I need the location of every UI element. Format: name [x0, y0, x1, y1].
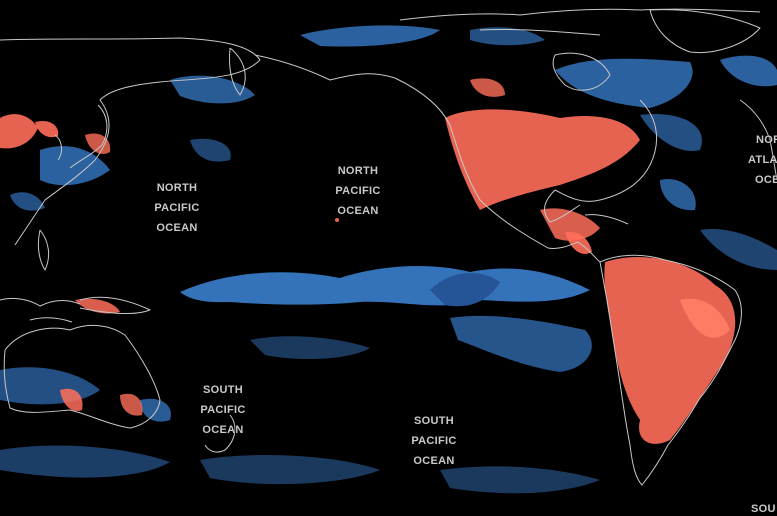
label-line: ATLA	[748, 154, 777, 166]
label-line: SOU	[751, 503, 776, 515]
south-atlantic-label-cut: SOU	[751, 502, 777, 516]
label-line: PACIFIC	[154, 202, 200, 214]
label-line: SOUTH	[414, 415, 454, 427]
north-pacific-label-east: NORTH PACIFIC OCEAN	[332, 161, 384, 221]
north-pacific-label-west: NORTH PACIFIC OCEAN	[151, 178, 203, 238]
label-line: OCEAN	[156, 222, 198, 234]
label-line: NORTH	[156, 182, 198, 194]
label-line: OCEAN	[413, 455, 455, 467]
label-line: PACIFIC	[200, 404, 246, 416]
cool-anomaly-regions	[0, 25, 777, 494]
south-pacific-label-east: SOUTH PACIFIC OCEAN	[408, 411, 460, 471]
label-line: PACIFIC	[335, 185, 381, 197]
label-line: OCEAN	[202, 424, 244, 436]
label-line: NOR	[756, 134, 777, 146]
label-line: OCE	[755, 174, 777, 186]
south-pacific-label-west: SOUTH PACIFIC OCEAN	[197, 380, 249, 440]
label-line: SOUTH	[203, 384, 243, 396]
label-line: PACIFIC	[411, 435, 457, 447]
coastlines	[0, 8, 777, 486]
warm-anomaly-regions	[0, 78, 736, 444]
label-line: OCEAN	[337, 205, 379, 217]
label-line: NORTH	[337, 165, 379, 177]
north-atlantic-label-cut: NOR ATLA OCE	[748, 130, 777, 190]
